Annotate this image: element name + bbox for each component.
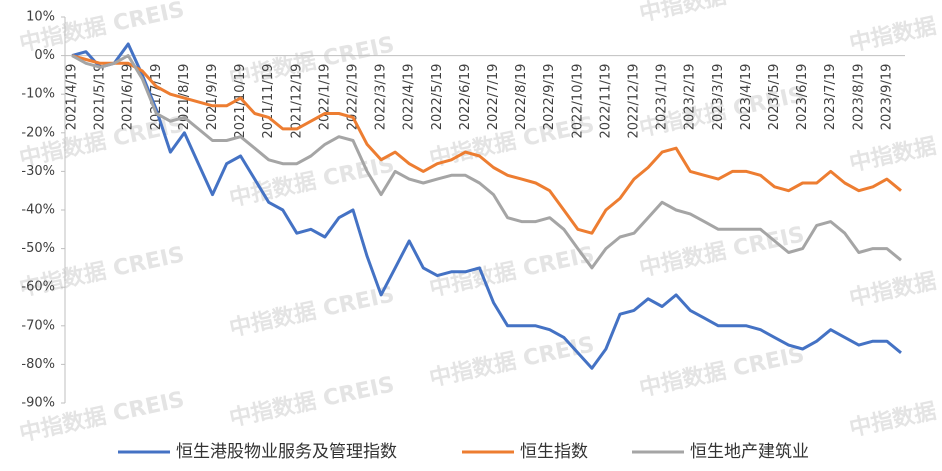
watermark: 中指数据 CREIS	[847, 0, 942, 57]
x-tick-label: 2022/9/19	[542, 64, 557, 131]
x-tick-label: 2023/3/19	[711, 64, 726, 131]
x-tick-label: 2021/12/19	[289, 64, 304, 139]
legend-label: 恒生港股物业服务及管理指数	[176, 442, 397, 462]
y-tick-label: -10%	[21, 87, 55, 102]
series-line	[71, 54, 902, 270]
watermark: 中指数据 CREIS	[227, 281, 397, 341]
x-tick-label: 2022/1/19	[317, 64, 332, 131]
y-tick-label: -70%	[21, 318, 55, 333]
x-tick-label: 2021/11/19	[261, 64, 276, 139]
y-tick-label: -20%	[21, 125, 55, 140]
x-tick-label: 2023/9/19	[879, 64, 894, 131]
watermark: 中指数据 CREIS	[847, 381, 942, 441]
x-tick-label: 2023/7/19	[823, 64, 838, 131]
x-tick-label: 2022/5/19	[430, 64, 445, 131]
legend-label: 恒生地产建筑业	[690, 442, 809, 462]
watermark: 中指数据 CREIS	[227, 31, 397, 91]
series-line	[71, 42, 902, 370]
x-tick-label: 2022/3/19	[374, 64, 389, 131]
x-tick-label: 2021/10/19	[233, 64, 248, 139]
x-tick-label: 2021/9/19	[205, 64, 220, 131]
x-tick-label: 2021/5/19	[93, 64, 108, 131]
y-tick-label: -30%	[21, 164, 55, 179]
x-tick-label: 2022/6/19	[458, 64, 473, 131]
watermark: 中指数据 CREIS	[637, 0, 807, 27]
y-tick-label: -90%	[21, 396, 55, 411]
x-tick-label: 2022/8/19	[514, 64, 529, 131]
watermark: 中指数据 CREIS	[847, 251, 942, 311]
x-tick-label: 2022/4/19	[402, 64, 417, 131]
y-tick-label: -40%	[21, 203, 55, 218]
x-tick-label: 2023/8/19	[851, 64, 866, 131]
y-tick-label: -60%	[21, 280, 55, 295]
watermark: 中指数据 CREIS	[427, 331, 597, 391]
x-tick-label: 2023/6/19	[795, 64, 810, 131]
watermark: 中指数据 CREIS	[227, 151, 397, 211]
y-tick-label: 0%	[34, 48, 55, 63]
x-tick-label: 2023/1/19	[655, 64, 670, 131]
y-tick-label: -50%	[21, 241, 55, 256]
x-tick-label: 2022/12/19	[627, 64, 642, 139]
x-tick-label: 2023/5/19	[767, 64, 782, 131]
series-line	[71, 54, 902, 235]
x-tick-label: 2022/2/19	[346, 64, 361, 131]
x-tick-label: 2022/7/19	[486, 64, 501, 131]
y-tick-label: -80%	[21, 357, 55, 372]
x-tick-label: 2022/11/19	[598, 64, 613, 139]
x-tick-label: 2021/6/19	[121, 64, 136, 131]
x-tick-label: 2023/2/19	[683, 64, 698, 131]
x-tick-label: 2021/4/19	[65, 64, 80, 131]
legend-label: 恒生指数	[520, 442, 588, 462]
watermark: 中指数据 CREIS	[227, 371, 397, 431]
watermark: 中指数据 CREIS	[637, 341, 807, 401]
x-tick-label: 2023/4/19	[739, 64, 754, 131]
y-tick-label: 10%	[26, 10, 55, 25]
x-tick-label: 2022/10/19	[570, 64, 585, 139]
